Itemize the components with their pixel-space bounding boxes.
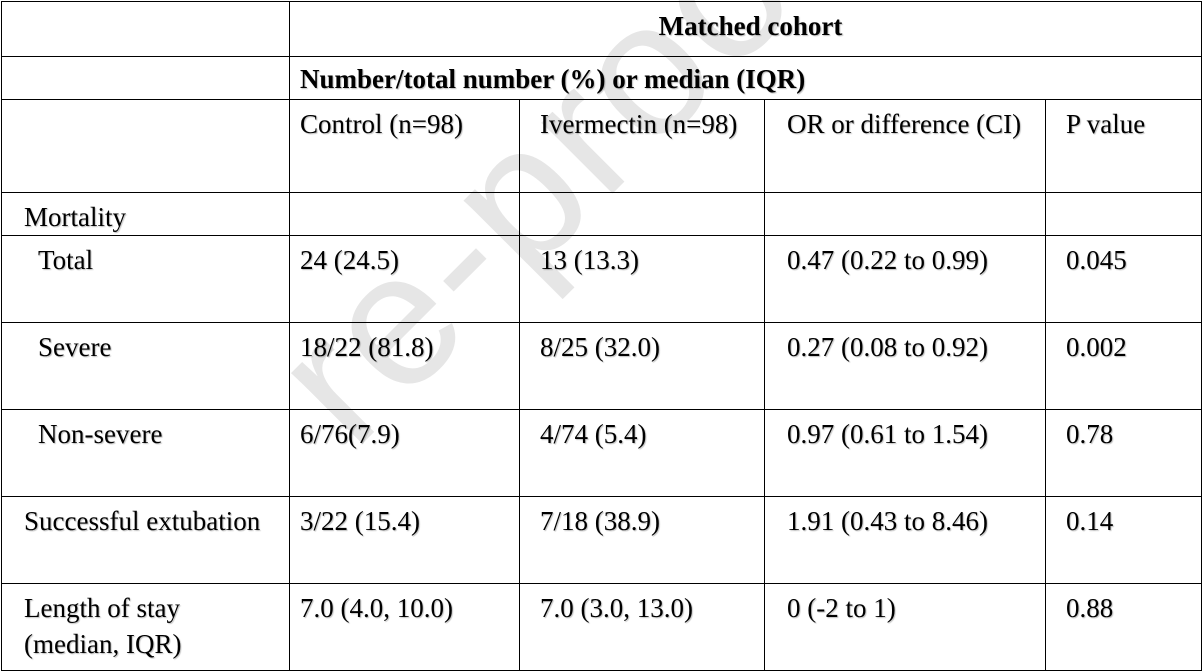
cell-p-value: 0.14 (1044, 496, 1202, 584)
cell-ivermectin: 7/18 (38.9) (519, 496, 765, 584)
table-row: Length of stay (median, IQR) 7.0 (4.0, 1… (1, 583, 1202, 671)
table-row: Non-severe 6/76(7.9) 4/74 (5.4) 0.97 (0.… (1, 409, 1202, 497)
table-row: Total 24 (24.5) 13 (13.3) 0.47 (0.22 to … (1, 235, 1202, 323)
cell-or: 0.47 (0.22 to 0.99) (764, 235, 1046, 323)
section-label: Mortality (1, 192, 290, 236)
row-label: Length of stay (median, IQR) (1, 583, 290, 671)
empty-corner-cell (1, 56, 290, 100)
table-header-row-columns: Control (n=98) Ivermectin (n=98) OR or d… (1, 99, 1202, 193)
empty-cell (1044, 192, 1202, 236)
row-label: Non-severe (1, 409, 290, 497)
column-header-p-value: P value (1044, 99, 1202, 193)
cell-or: 0.27 (0.08 to 0.92) (764, 322, 1046, 410)
column-header-or: OR or difference (CI) (764, 99, 1046, 193)
cell-p-value: 0.045 (1044, 235, 1202, 323)
cell-control: 24 (24.5) (289, 235, 520, 323)
row-label: Total (1, 235, 290, 323)
cell-or: 0.97 (0.61 to 1.54) (764, 409, 1046, 497)
empty-corner-cell (1, 1, 290, 57)
cell-ivermectin: 4/74 (5.4) (519, 409, 765, 497)
cell-control: 7.0 (4.0, 10.0) (289, 583, 520, 671)
table-row: Successful extubation 3/22 (15.4) 7/18 (… (1, 496, 1202, 584)
row-label: Successful extubation (1, 496, 290, 584)
column-header-control: Control (n=98) (289, 99, 520, 193)
cell-p-value: 0.88 (1044, 583, 1202, 671)
column-header-ivermectin: Ivermectin (n=98) (519, 99, 765, 193)
cell-control: 3/22 (15.4) (289, 496, 520, 584)
section-row-mortality: Mortality (1, 192, 1202, 236)
cell-or: 0 (-2 to 1) (764, 583, 1046, 671)
table-header-row-subheader: Number/total number (%) or median (IQR) (1, 56, 1202, 100)
cell-p-value: 0.78 (1044, 409, 1202, 497)
cell-control: 18/22 (81.8) (289, 322, 520, 410)
table-row: Severe 18/22 (81.8) 8/25 (32.0) 0.27 (0.… (1, 322, 1202, 410)
table-header-row-group: Matched cohort (1, 1, 1202, 57)
cell-ivermectin: 7.0 (3.0, 13.0) (519, 583, 765, 671)
cell-control: 6/76(7.9) (289, 409, 520, 497)
subheader-cell: Number/total number (%) or median (IQR) (288, 56, 1202, 100)
cell-or: 1.91 (0.43 to 8.46) (764, 496, 1046, 584)
matched-cohort-header: Matched cohort (288, 1, 1202, 57)
cell-ivermectin: 13 (13.3) (519, 235, 765, 323)
empty-cell (764, 192, 1046, 236)
cell-p-value: 0.002 (1044, 322, 1202, 410)
empty-cell (289, 192, 520, 236)
empty-corner-cell (1, 99, 290, 193)
row-label: Severe (1, 322, 290, 410)
empty-cell (519, 192, 765, 236)
cell-ivermectin: 8/25 (32.0) (519, 322, 765, 410)
